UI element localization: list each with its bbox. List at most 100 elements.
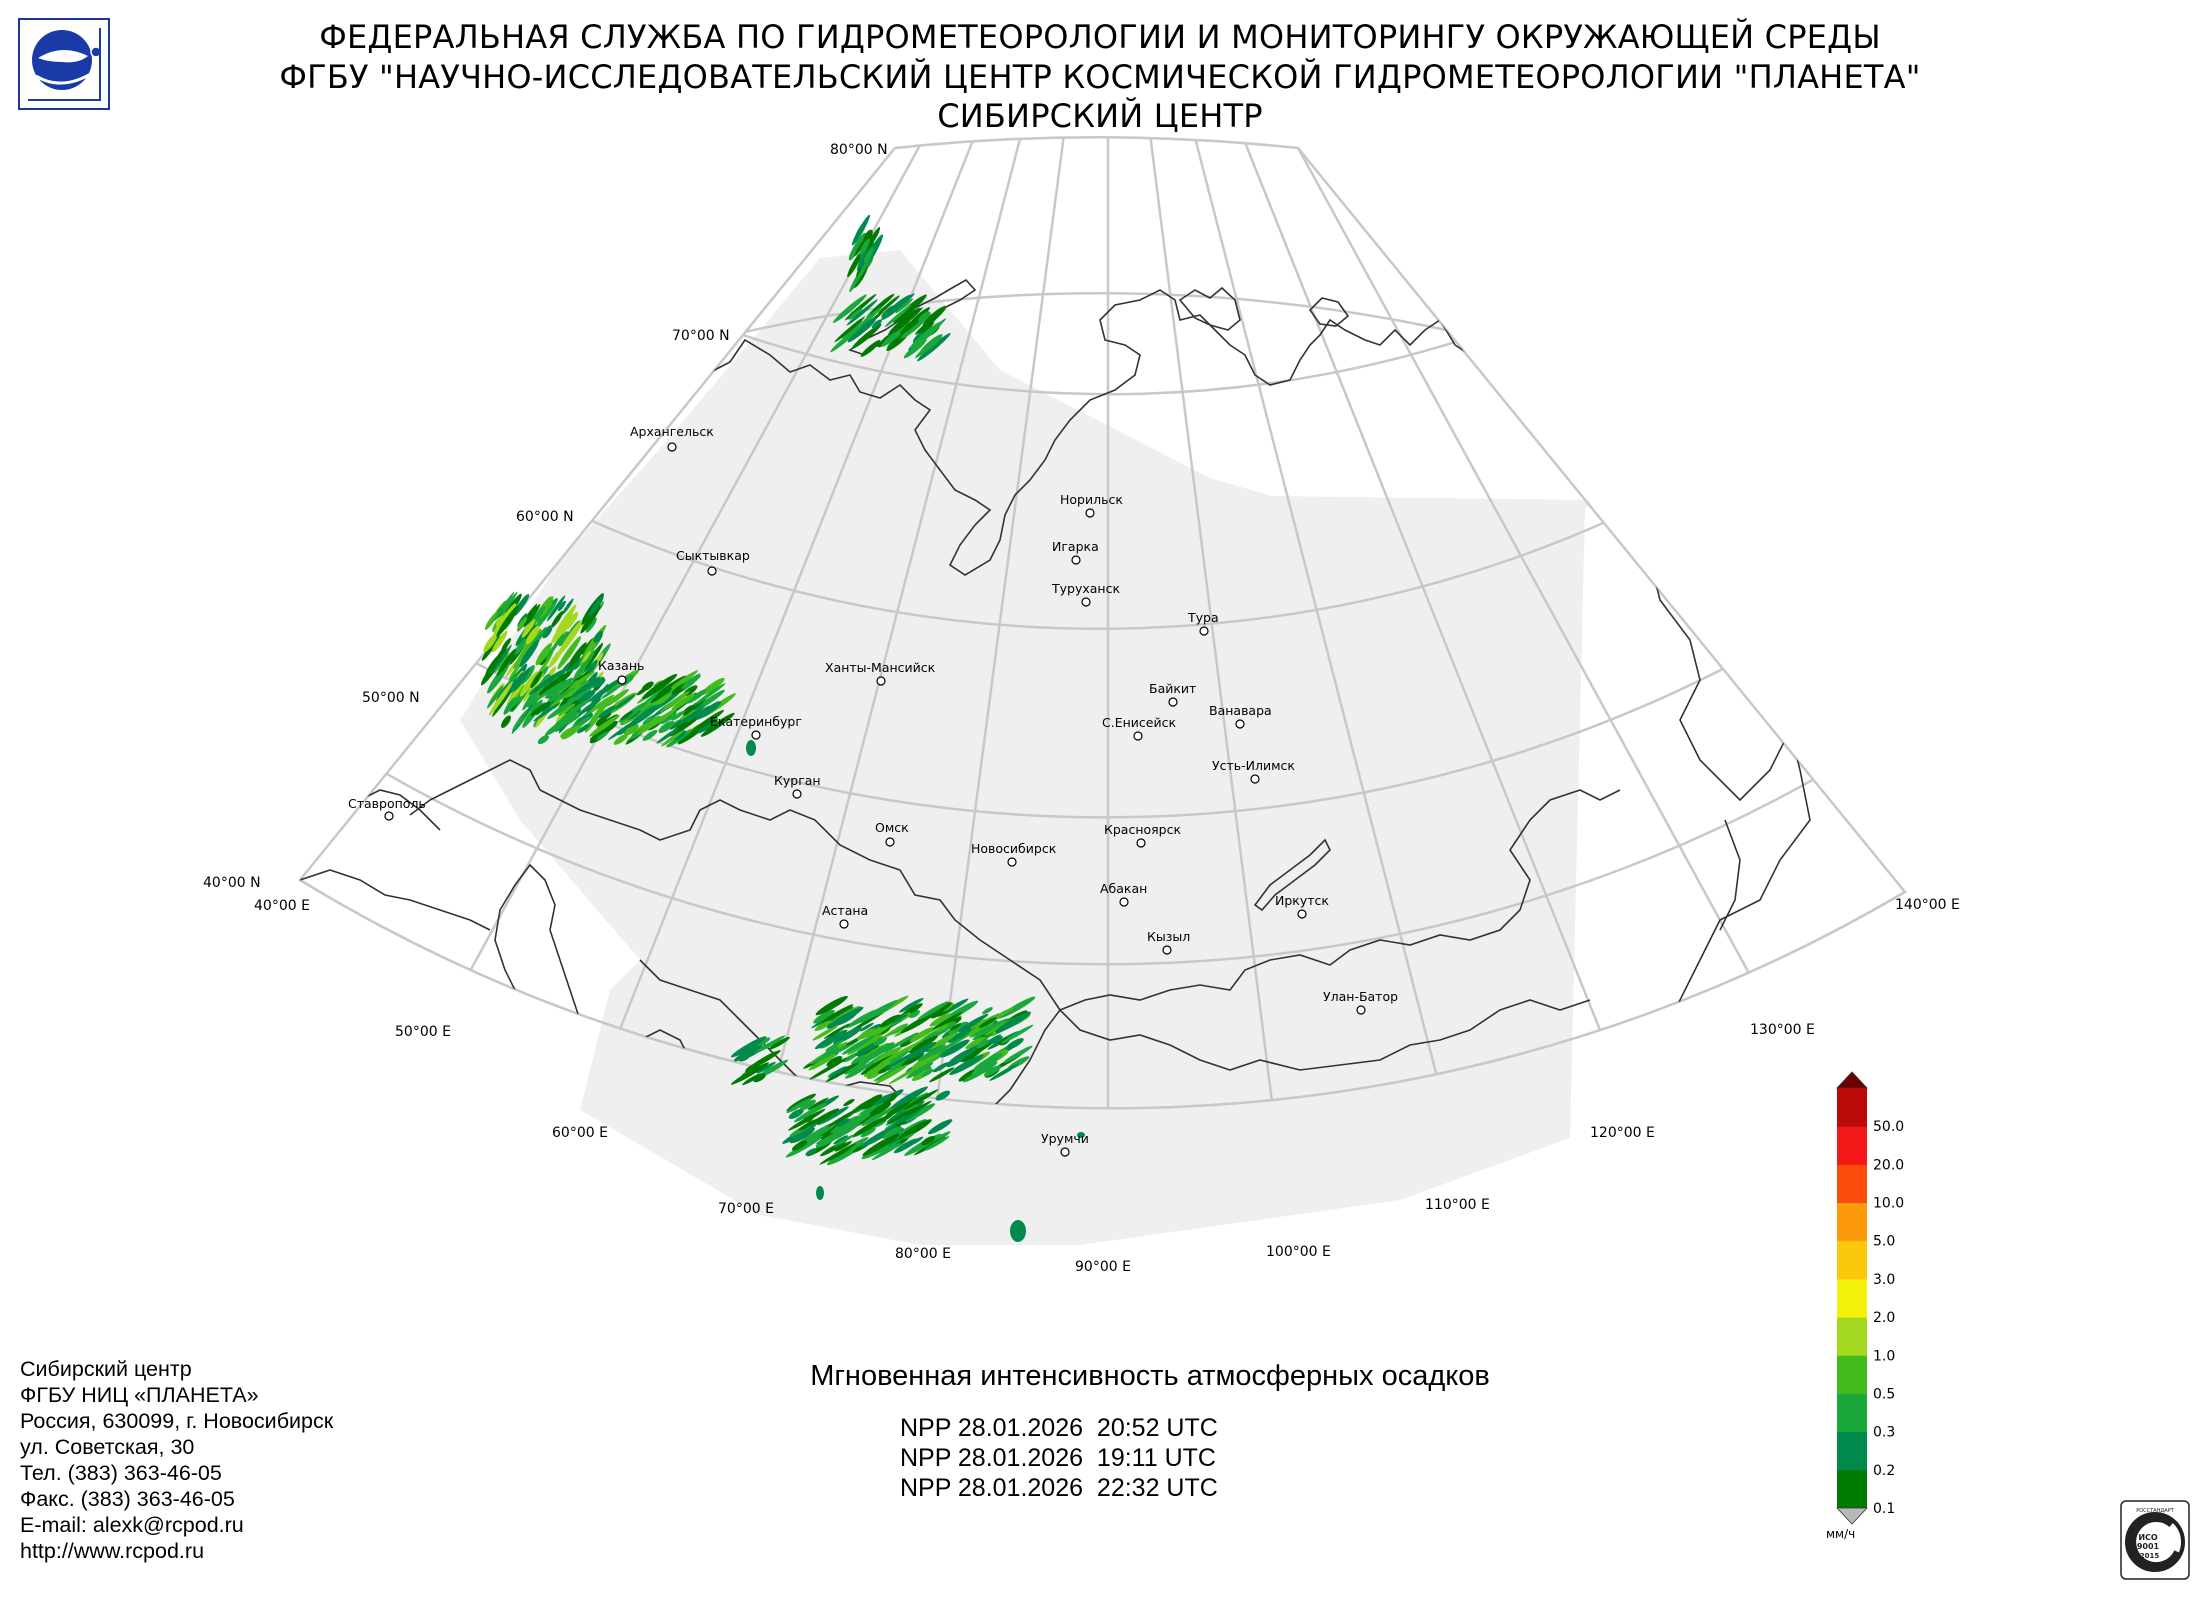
city-norilsk: Норильск: [1060, 492, 1123, 518]
svg-text:Тура: Тура: [1187, 610, 1219, 625]
legend-label-10.0: 10.0: [1873, 1196, 1904, 1212]
lat-label-60: 60°00 N: [516, 509, 574, 525]
precip-kz-main: [803, 995, 1036, 1085]
city-stavropol: Ставрополь: [348, 796, 426, 821]
pass-line: NPP 28.01.2026 19:11 UTC: [900, 1444, 1216, 1472]
iso-line-2: 9001: [2137, 1542, 2160, 1551]
contact-email[interactable]: E-mail: alexk@rcpod.ru: [20, 1513, 244, 1537]
svg-text:Ханты-Мансийск: Ханты-Мансийск: [825, 660, 936, 675]
city-urumqi: Урумчи: [1041, 1131, 1089, 1157]
legend-label-0.3: 0.3: [1873, 1425, 1895, 1441]
lon-label-60: 60°00 E: [552, 1125, 608, 1141]
legend-label-0.2: 0.2: [1873, 1463, 1895, 1479]
header-line-3: СИБИРСКИЙ ЦЕНТР: [937, 97, 1263, 135]
iso-line-1: ИСО: [2138, 1533, 2158, 1542]
svg-text:Усть-Илимск: Усть-Илимск: [1212, 758, 1295, 773]
lon-label-70: 70°00 E: [718, 1201, 774, 1217]
city-kazan: Казань: [598, 658, 644, 685]
svg-text:Екатеринбург: Екатеринбург: [710, 714, 802, 729]
svg-text:Казань: Казань: [598, 658, 644, 673]
precip-volga-tail: [528, 669, 736, 748]
precip-cell: [1010, 1220, 1026, 1242]
city-arkhangelsk: Архангельск: [630, 424, 714, 452]
legend-label-5.0: 5.0: [1873, 1234, 1895, 1250]
legend-label-0.5: 0.5: [1873, 1386, 1895, 1402]
precip-novaya-zemlya: [830, 293, 951, 362]
lon-label-110: 110°00 E: [1425, 1197, 1490, 1213]
city-ust-ilimsk: Усть-Илимск: [1212, 758, 1295, 784]
svg-text:Улан-Батор: Улан-Батор: [1323, 989, 1398, 1004]
svg-text:Новосибирск: Новосибирск: [971, 841, 1057, 856]
header-line-2: ФГБУ "НАУЧНО-ИССЛЕДОВАТЕЛЬСКИЙ ЦЕНТР КОС…: [279, 58, 1921, 96]
svg-text:Красноярск: Красноярск: [1104, 822, 1181, 837]
map-frame: [298, 136, 1907, 1110]
city-s-yeniseysk: С.Енисейск: [1102, 715, 1176, 741]
contact-line: ул. Советская, 30: [20, 1435, 195, 1459]
legend-swatch-20.0: [1837, 1126, 1867, 1165]
city-omsk: Омск: [875, 820, 909, 847]
city-abakan: Абакан: [1100, 881, 1147, 907]
svg-text:Норильск: Норильск: [1060, 492, 1123, 507]
legend-swatch-0.3: [1837, 1393, 1867, 1433]
svg-text:Омск: Омск: [875, 820, 909, 835]
contact-line: Сибирский центр: [20, 1357, 192, 1381]
contact-line: ФГБУ НИЦ «ПЛАНЕТА»: [20, 1383, 259, 1407]
svg-text:Курган: Курган: [774, 773, 821, 788]
lon-label-90: 90°00 E: [1075, 1259, 1131, 1275]
precipitation-layer: [480, 214, 1085, 1242]
lon-label-130: 130°00 E: [1750, 1022, 1815, 1038]
legend-label-1.0: 1.0: [1873, 1348, 1895, 1364]
city-turukhansk: Туруханск: [1051, 581, 1120, 607]
city-vanavara: Ванавара: [1209, 703, 1272, 729]
svg-text:Сыктывкар: Сыктывкар: [676, 548, 750, 563]
city-yekaterinburg: Екатеринбург: [710, 714, 802, 740]
lat-label-40: 40°00 N: [203, 875, 261, 891]
city-astana: Астана: [822, 903, 868, 929]
svg-text:Архангельск: Архангельск: [630, 424, 714, 439]
lon-label-80: 80°00 E: [895, 1246, 951, 1262]
legend-swatch-3.0: [1837, 1240, 1867, 1280]
legend-label-3.0: 3.0: [1873, 1272, 1895, 1288]
contact-line: Факс. (383) 363-46-05: [20, 1487, 235, 1511]
iso-certification-badge: РОССТАНДАРТ ИСО 9001 -2015: [2120, 1500, 2190, 1580]
city-markers: Архангельск Сыктывкар Казань Екатеринбур…: [348, 424, 1398, 1157]
pass-line: NPP 28.01.2026 20:52 UTC: [900, 1414, 1218, 1442]
city-syktyvkar: Сыктывкар: [676, 548, 750, 576]
city-tura: Тура: [1187, 610, 1219, 636]
iso-line-3: -2015: [2137, 1552, 2160, 1560]
city-ulaanbaatar: Улан-Батор: [1323, 989, 1398, 1015]
contact-website[interactable]: http://www.rcpod.ru: [20, 1539, 205, 1563]
legend-arrow-top: [1836, 1071, 1868, 1089]
contact-line: Тел. (383) 363-46-05: [20, 1461, 222, 1485]
precip-cell: [1077, 1132, 1085, 1138]
legend-label-0.1: 0.1: [1873, 1501, 1895, 1517]
legend-swatch-1.0: [1837, 1317, 1867, 1356]
svg-text:Игарка: Игарка: [1052, 539, 1099, 554]
coastlines-and-borders: [300, 278, 1811, 1109]
precip-cell: [746, 740, 756, 756]
product-title: Мгновенная интенсивность атмосферных оса…: [810, 1360, 1490, 1392]
precipitation-legend: 0.1 0.2 0.3 0.5 1.0 2.0 3.0 5.0 10.0 20.0 50.0 мм/…: [1826, 1071, 1904, 1541]
svg-text:С.Енисейск: С.Енисейск: [1102, 715, 1176, 730]
city-kyzyl: Кызыл: [1147, 929, 1190, 955]
legend-swatch-2.0: [1837, 1278, 1867, 1318]
svg-text:Абакан: Абакан: [1100, 881, 1147, 896]
legend-swatch-5.0: [1837, 1202, 1867, 1242]
legend-label-2.0: 2.0: [1873, 1310, 1895, 1326]
svg-text:Ставрополь: Ставрополь: [348, 796, 426, 811]
precip-cell: [816, 1186, 824, 1200]
lat-label-70: 70°00 N: [672, 328, 730, 344]
contact-block: Сибирский центр ФГБУ НИЦ «ПЛАНЕТА» Росси…: [20, 1356, 333, 1564]
satellite-coverage: [460, 250, 1590, 1245]
satellite-passes: NPP 28.01.2026 20:52 UTC NPP 28.01.2026 …: [900, 1413, 1218, 1503]
grid-labels: 80°00 N 70°00 N 60°00 N 50°00 N 40°00 N …: [203, 142, 1960, 1275]
legend-swatch-10.0: [1837, 1164, 1867, 1204]
lon-label-140: 140°00 E: [1895, 897, 1960, 913]
header-line-1: ФЕДЕРАЛЬНАЯ СЛУЖБА ПО ГИДРОМЕТЕОРОЛОГИИ …: [319, 18, 1881, 56]
city-baykit: Байкит: [1149, 681, 1196, 707]
legend-swatch-0.1: [1837, 1469, 1867, 1509]
lon-label-100: 100°00 E: [1266, 1244, 1331, 1260]
precip-kz-west: [730, 1035, 790, 1086]
svg-text:Байкит: Байкит: [1149, 681, 1196, 696]
